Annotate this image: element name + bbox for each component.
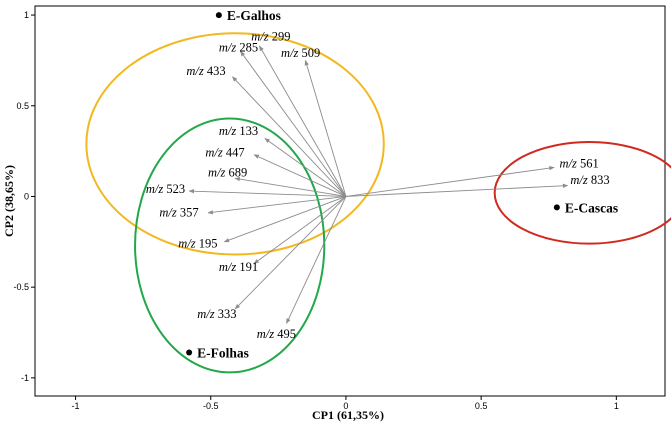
loading-arrow-mz357 — [207, 196, 346, 215]
sample-label-e-cascas: E-Cascas — [565, 200, 618, 215]
axis-ticks: -1 -0.5 0 0.5 1 1 0.5 0 -0.5 -1 — [13, 10, 618, 411]
loading-arrow-mz299 — [259, 45, 347, 197]
loading-label-mz495: m/z 495 — [257, 327, 296, 341]
loading-arrow-mz333 — [234, 196, 347, 310]
loading-label-mz433: m/z 433 — [186, 64, 225, 78]
sample-label-e-galhos: E-Galhos — [227, 8, 281, 23]
loading-label-mz689: m/z 689 — [208, 166, 247, 180]
loading-arrow-mz561 — [345, 165, 555, 197]
loading-label-mz285: m/z 285 — [219, 40, 258, 54]
loading-arrow-mz495 — [286, 196, 347, 324]
plot-frame — [34, 5, 666, 397]
cascas-group-ellipse — [493, 141, 671, 245]
sample-point-e-galhos — [215, 12, 222, 19]
sample-point-e-cascas — [553, 204, 560, 211]
y-axis-title: CP2 (38,65%) — [2, 165, 16, 237]
loading-arrow-mz447 — [253, 154, 347, 197]
loading-arrow-mz833 — [345, 183, 569, 197]
loading-label-mz133: m/z 133 — [219, 124, 258, 138]
loading-arrow-mz523 — [188, 189, 346, 197]
y-tick-label: -1 — [21, 373, 29, 383]
loading-arrow-mz509 — [304, 59, 347, 197]
y-tick-label: 0.5 — [16, 101, 29, 111]
x-tick-label: 0 — [343, 401, 348, 411]
galhos-group-ellipse — [85, 32, 385, 256]
loading-label-mz523: m/z 523 — [146, 182, 185, 196]
loading-label-mz191: m/z 191 — [219, 260, 258, 274]
loading-label-mz195: m/z 195 — [178, 236, 217, 250]
loading-arrow-mz133 — [264, 138, 347, 197]
x-tick-label: 0.5 — [475, 401, 488, 411]
loading-label-mz833: m/z 833 — [570, 173, 609, 187]
loading-arrow-mz689 — [234, 176, 347, 197]
group-ellipses — [85, 32, 671, 374]
loading-label-mz299: m/z 299 — [251, 29, 290, 43]
loading-vectors — [188, 45, 569, 324]
x-tick-label: -0.5 — [203, 401, 219, 411]
x-axis-title: CP1 (61,35%) — [312, 408, 384, 422]
y-tick-label: 0 — [24, 191, 29, 201]
loading-label-mz333: m/z 333 — [197, 307, 236, 321]
x-tick-label: 1 — [614, 401, 619, 411]
loading-arrow-mz433 — [232, 76, 347, 197]
loading-label-mz561: m/z 561 — [560, 156, 599, 170]
y-tick-label: -0.5 — [13, 282, 29, 292]
folhas-group-ellipse — [134, 117, 326, 374]
loading-label-mz509: m/z 509 — [281, 46, 320, 60]
loading-label-mz357: m/z 357 — [159, 205, 198, 219]
sample-label-e-folhas: E-Folhas — [197, 345, 249, 360]
sample-point-e-folhas — [186, 349, 193, 356]
loading-arrow-mz285 — [240, 50, 347, 197]
x-tick-label: -1 — [72, 401, 80, 411]
loading-arrow-mz191 — [253, 196, 347, 264]
loading-label-mz447: m/z 447 — [205, 146, 244, 160]
sample-points: E-Galhos E-Cascas E-Folhas — [186, 8, 618, 360]
loading-arrow-mz195 — [223, 196, 347, 243]
y-tick-label: 1 — [24, 10, 29, 20]
